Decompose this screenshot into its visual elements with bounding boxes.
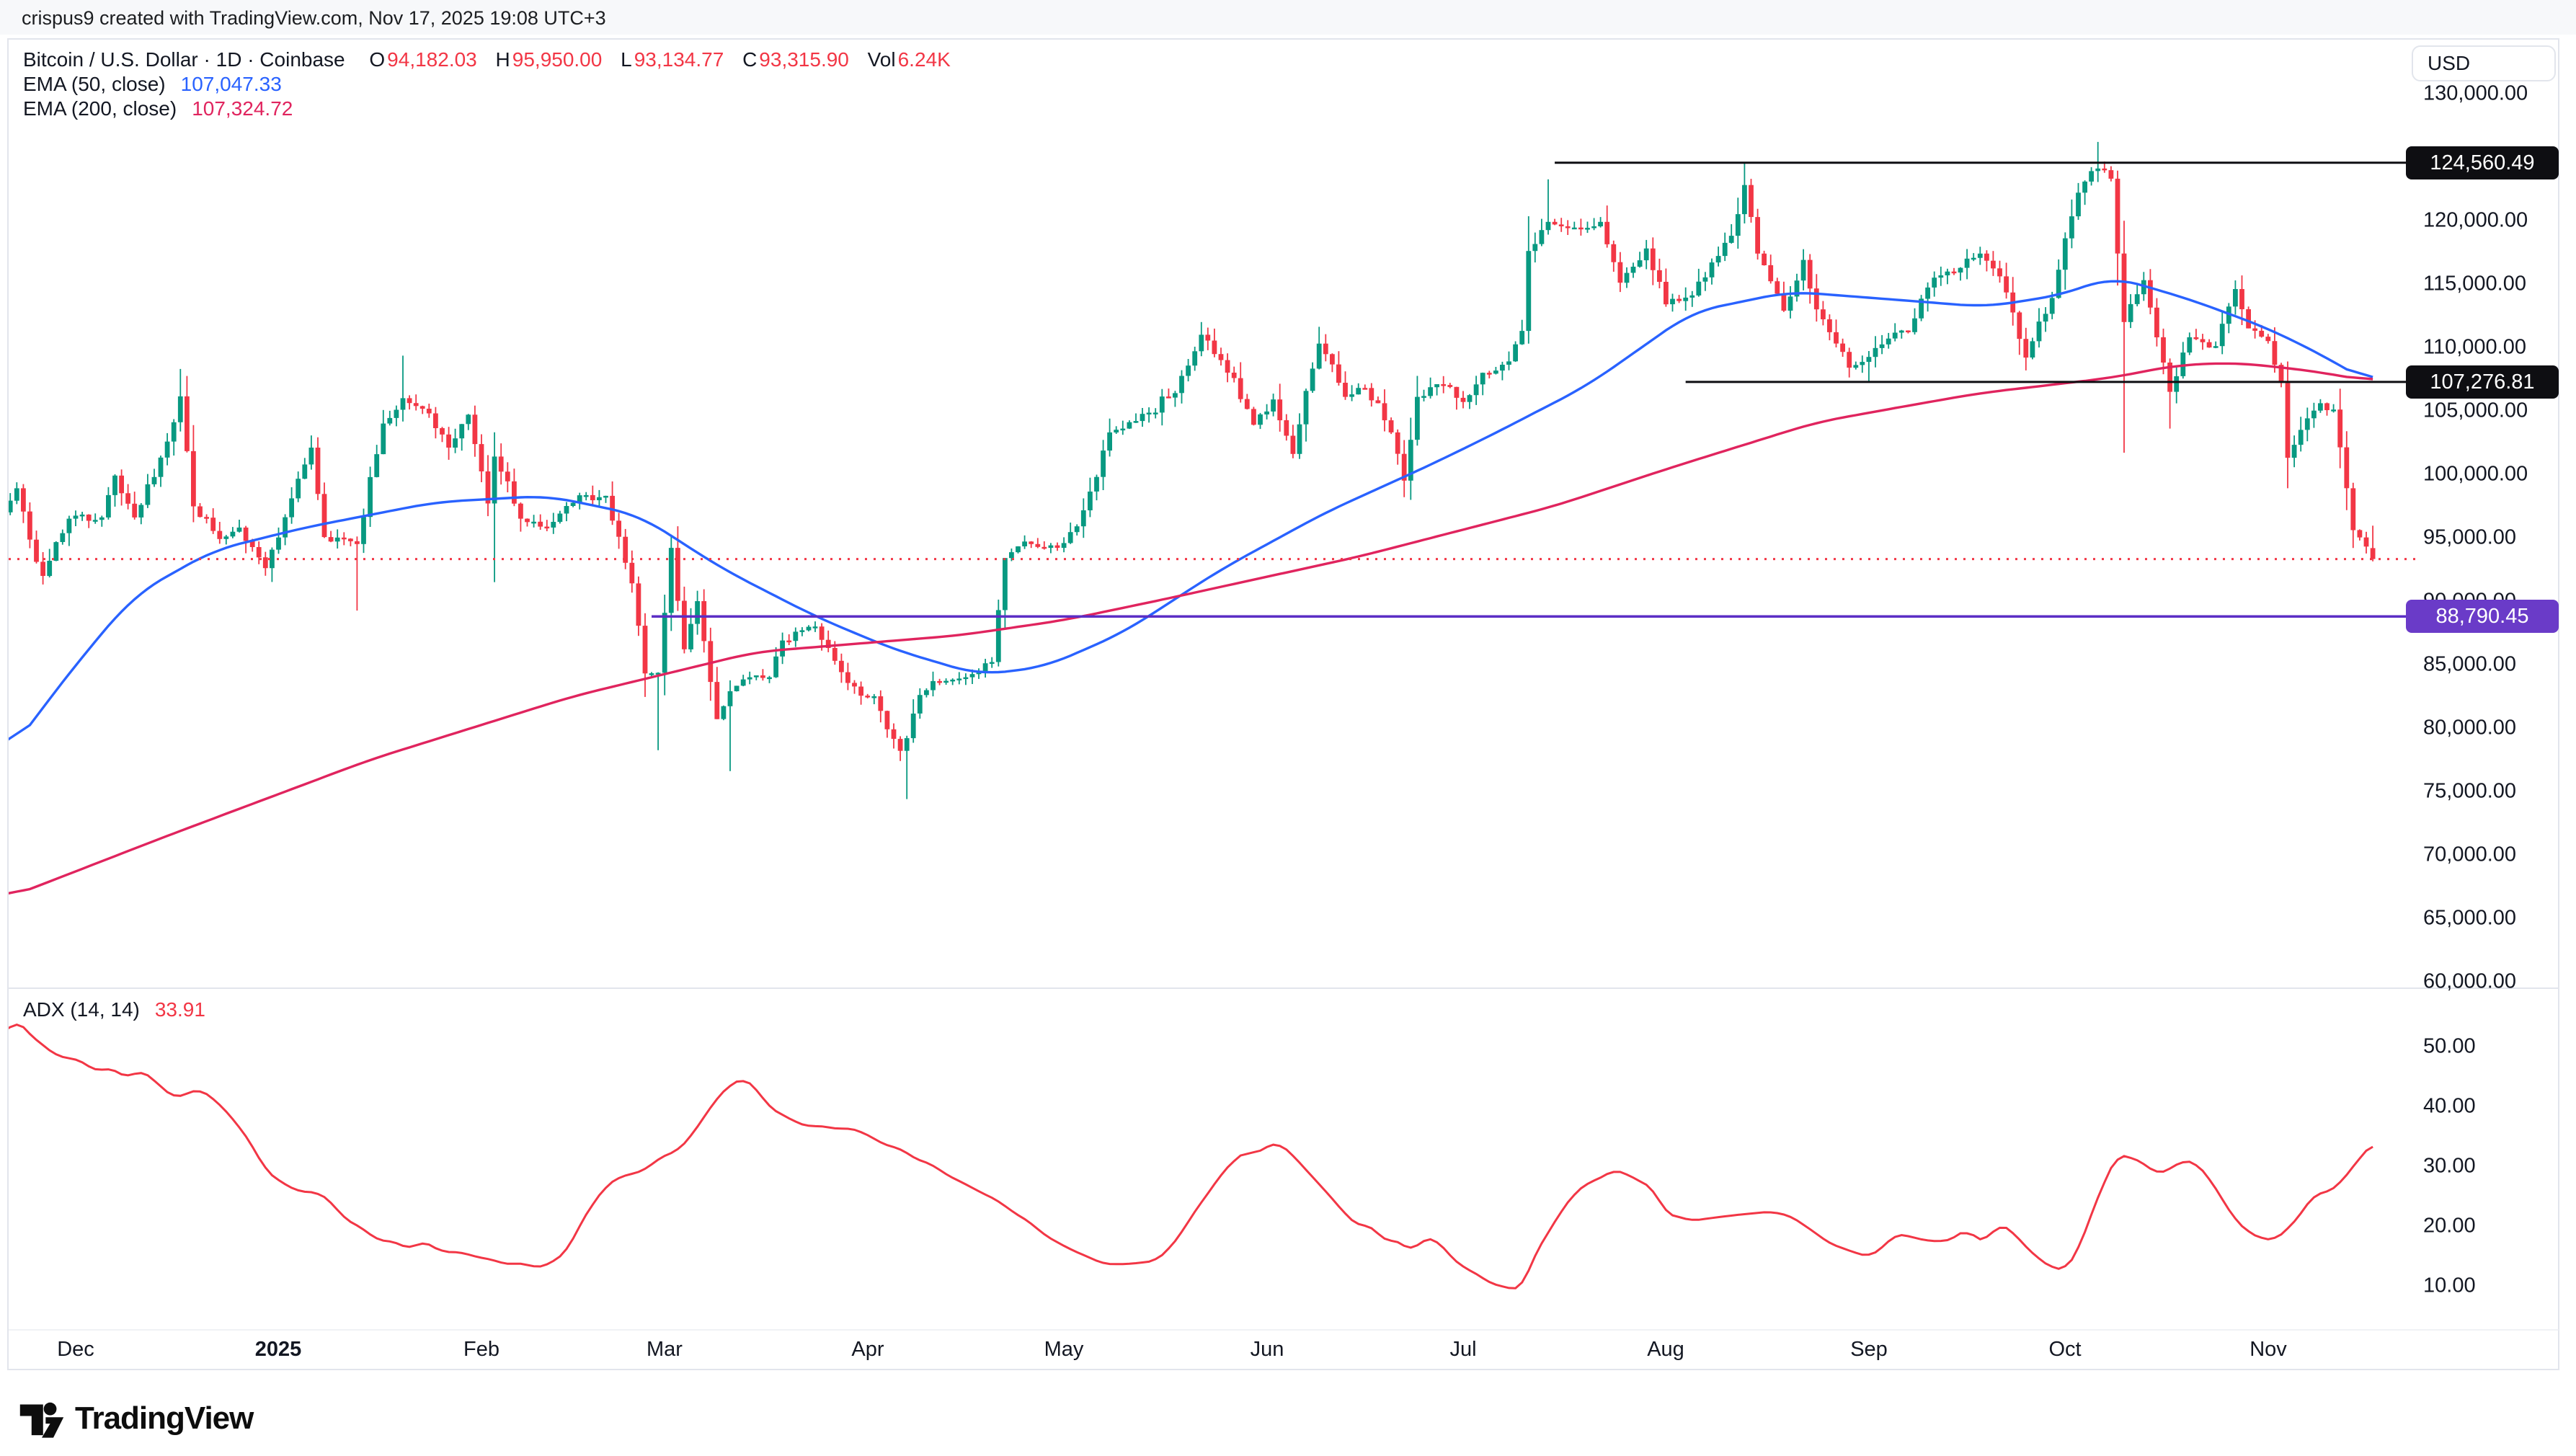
tradingview-logo-text: TradingView (75, 1400, 254, 1436)
adx-tick-label: 40.00 (2423, 1094, 2476, 1118)
price-tick-label: 85,000.00 (2423, 652, 2517, 676)
open-value: O 94,182.03 (369, 48, 477, 71)
price-tick-label: 120,000.00 (2423, 208, 2528, 232)
month-label: Nov (2249, 1338, 2287, 1361)
month-label: Jun (1250, 1338, 1284, 1361)
symbol-title: Bitcoin / U.S. Dollar · 1D · Coinbase (23, 48, 345, 71)
month-label: Dec (57, 1338, 94, 1361)
month-label: Jul (1449, 1338, 1477, 1361)
ema50-line (9, 280, 2373, 741)
resistance-price-label: 124,560.49 (2406, 146, 2559, 179)
adx-tick-label: 20.00 (2423, 1214, 2476, 1238)
price-tick-label: 65,000.00 (2423, 906, 2517, 930)
attribution-text: crispus9 created with TradingView.com, N… (22, 7, 606, 29)
price-tick-label: 80,000.00 (2423, 716, 2517, 740)
ema200-legend-row: EMA (200, close) 107,324.72 (23, 97, 964, 121)
attribution-bar: crispus9 created with TradingView.com, N… (0, 0, 2576, 35)
adx-line (9, 1023, 2373, 1289)
month-label: Aug (1647, 1338, 1684, 1361)
price-tick-label: 105,000.00 (2423, 399, 2528, 422)
month-label: 2025 (254, 1338, 302, 1361)
ema50-legend-row: EMA (50, close) 107,047.33 (23, 72, 964, 97)
price-tick-label: 60,000.00 (2423, 969, 2517, 993)
ema200-value: 107,324.72 (192, 97, 293, 120)
adx-tick-label: 50.00 (2423, 1034, 2476, 1058)
close-value: C 93,315.90 (742, 48, 849, 71)
price-tick-label: 130,000.00 (2423, 81, 2528, 105)
adx-tick-label: 10.00 (2423, 1274, 2476, 1297)
tradingview-logo-icon (19, 1402, 64, 1438)
adx-label: ADX (14, 14) (23, 998, 140, 1021)
support-price-label: 107,276.81 (2406, 365, 2559, 399)
high-value: H 95,950.00 (495, 48, 603, 71)
month-label: Apr (851, 1338, 884, 1361)
price-tick-label: 75,000.00 (2423, 779, 2517, 803)
month-label: May (1044, 1338, 1084, 1361)
price-tick-label: 70,000.00 (2423, 843, 2517, 866)
price-tick-label: 115,000.00 (2423, 272, 2526, 296)
adx-value: 33.91 (154, 998, 205, 1021)
ema50-label: EMA (50, close) (23, 73, 166, 95)
low-value: L 93,134.77 (621, 48, 724, 71)
purple-price-label: 88,790.45 (2406, 600, 2559, 633)
adx-tick-label: 30.00 (2423, 1154, 2476, 1178)
month-label: Sep (1850, 1338, 1888, 1361)
ema200-line (9, 362, 2373, 895)
currency-toggle-button[interactable]: USD (2412, 45, 2556, 81)
month-label: Feb (463, 1338, 499, 1361)
ema200-label: EMA (200, close) (23, 97, 177, 120)
month-label: Oct (2048, 1338, 2082, 1361)
price-tick-label: 110,000.00 (2423, 335, 2526, 359)
month-label: Mar (647, 1338, 683, 1361)
candlestick-series (9, 141, 2376, 799)
ema50-value: 107,047.33 (180, 73, 282, 95)
price-tick-label: 95,000.00 (2423, 525, 2517, 549)
adx-legend-row: ADX (14, 14) 33.91 (23, 998, 205, 1022)
volume-value: Vol 6.24K (867, 48, 951, 71)
price-tick-label: 100,000.00 (2423, 462, 2528, 486)
footer-brand[interactable]: TradingView (19, 1395, 254, 1442)
